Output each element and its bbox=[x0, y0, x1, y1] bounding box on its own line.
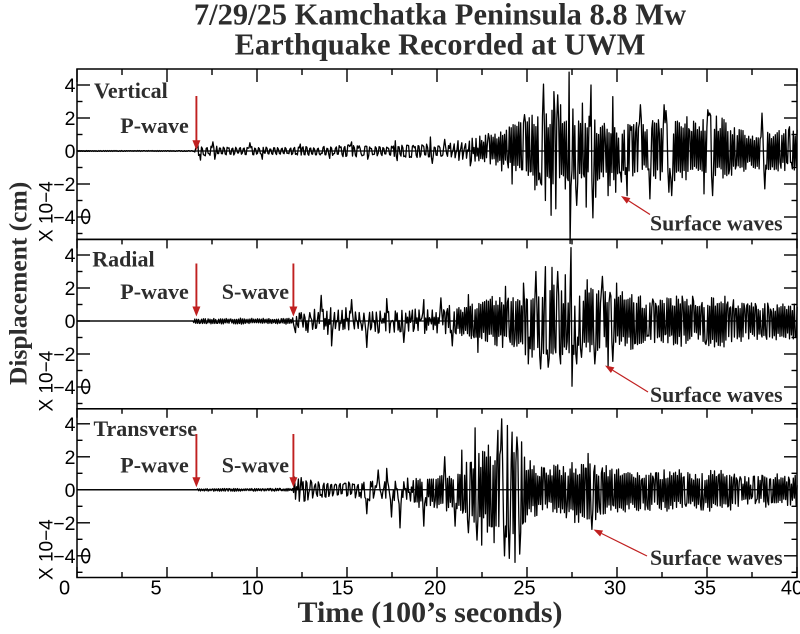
svg-text:−4: −4 bbox=[53, 377, 75, 399]
svg-text:2: 2 bbox=[65, 108, 76, 130]
svg-text:10: 10 bbox=[241, 578, 263, 600]
svg-text:30: 30 bbox=[604, 578, 626, 600]
svg-text:5: 5 bbox=[150, 578, 161, 600]
svg-text:2: 2 bbox=[65, 278, 76, 300]
svg-text:0: 0 bbox=[65, 311, 76, 333]
svg-text:X 10−4: X 10−4 bbox=[37, 181, 58, 242]
svg-text:Transverse: Transverse bbox=[94, 416, 198, 441]
svg-text:−2: −2 bbox=[53, 174, 75, 196]
svg-text:Surface waves: Surface waves bbox=[650, 546, 783, 570]
svg-text:20: 20 bbox=[424, 578, 446, 600]
svg-text:−4: −4 bbox=[53, 207, 75, 229]
svg-text:Time (100’s seconds): Time (100’s seconds) bbox=[298, 596, 563, 629]
svg-text:Vertical: Vertical bbox=[94, 78, 168, 103]
svg-text:Displacement (cm): Displacement (cm) bbox=[4, 182, 33, 385]
svg-text:7/29/25 Kamchatka Peninsula 8.: 7/29/25 Kamchatka Peninsula 8.8 Mw bbox=[194, 0, 686, 32]
svg-text:P-wave: P-wave bbox=[120, 113, 189, 138]
svg-text:4: 4 bbox=[65, 414, 76, 436]
svg-text:2: 2 bbox=[65, 447, 76, 469]
svg-text:S-wave: S-wave bbox=[222, 453, 289, 478]
svg-text:−2: −2 bbox=[53, 344, 75, 366]
svg-text:0: 0 bbox=[65, 141, 76, 163]
svg-text:35: 35 bbox=[694, 578, 716, 600]
svg-text:X 10−4: X 10−4 bbox=[37, 350, 58, 411]
svg-text:0: 0 bbox=[65, 480, 76, 502]
svg-text:P-wave: P-wave bbox=[120, 279, 189, 304]
svg-text:−4: −4 bbox=[53, 546, 75, 568]
svg-text:Radial: Radial bbox=[92, 246, 154, 271]
svg-text:4: 4 bbox=[65, 245, 76, 267]
svg-text:0: 0 bbox=[59, 578, 70, 600]
svg-text:Surface waves: Surface waves bbox=[650, 383, 783, 407]
svg-text:S-wave: S-wave bbox=[222, 279, 289, 304]
svg-text:P-wave: P-wave bbox=[120, 453, 189, 478]
svg-text:Earthquake Recorded at UWM: Earthquake Recorded at UWM bbox=[235, 28, 646, 62]
svg-text:25: 25 bbox=[513, 578, 535, 600]
svg-text:4: 4 bbox=[65, 75, 76, 97]
svg-text:Surface waves: Surface waves bbox=[650, 212, 783, 236]
svg-text:15: 15 bbox=[331, 578, 353, 600]
svg-text:40: 40 bbox=[781, 578, 800, 600]
svg-text:X 10−4: X 10−4 bbox=[37, 519, 58, 580]
svg-text:−2: −2 bbox=[53, 513, 75, 535]
